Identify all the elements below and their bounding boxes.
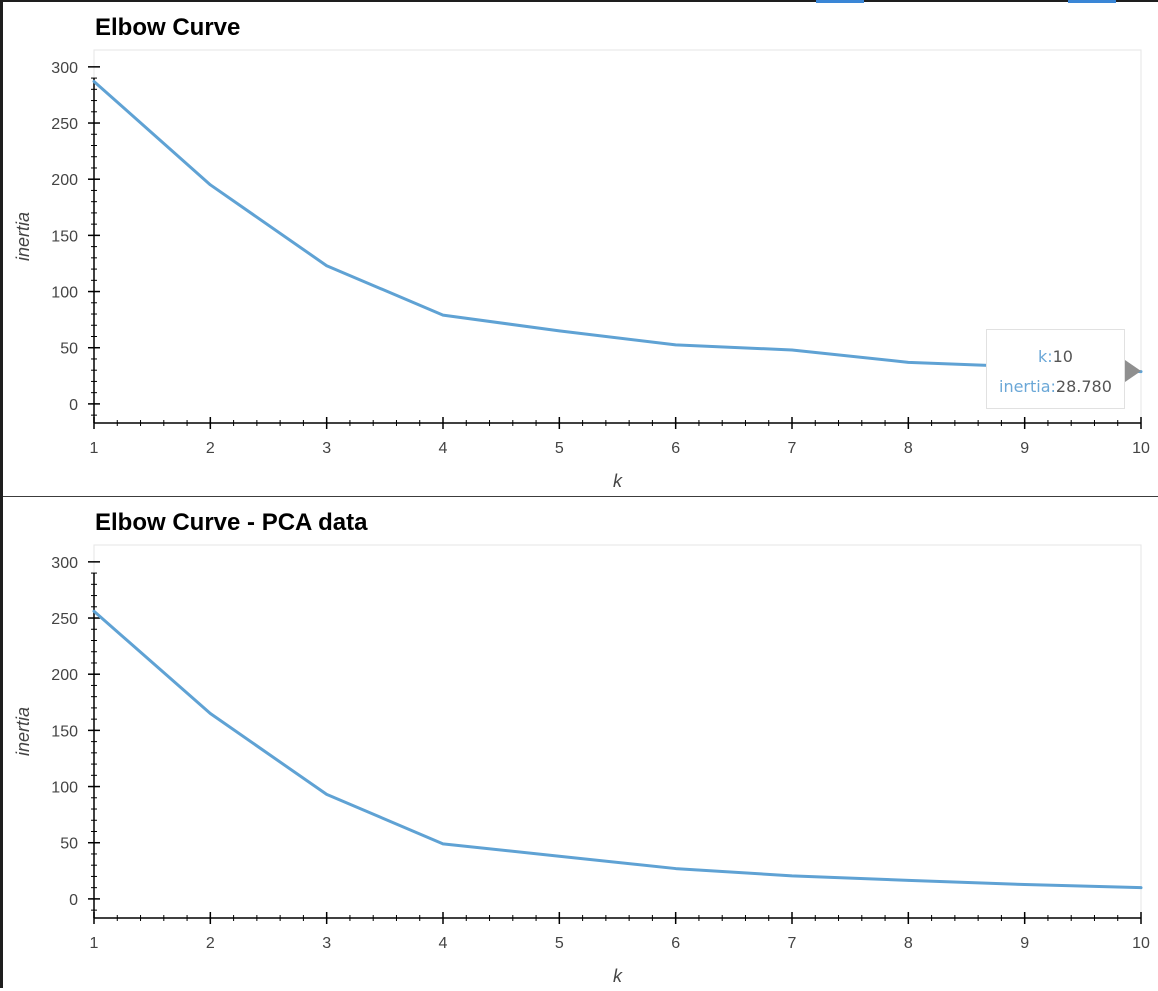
- y-tick-label: 100: [51, 285, 78, 302]
- series-line: [92, 79, 1143, 374]
- x-tick-label: 2: [206, 935, 215, 952]
- x-tick-label: 6: [671, 440, 680, 457]
- data-point: [558, 855, 561, 858]
- data-point: [674, 343, 677, 347]
- x-tick-label: 3: [322, 440, 331, 457]
- data-point: [558, 329, 561, 333]
- x-tick-label: 8: [904, 440, 913, 457]
- x-tick-label: 4: [439, 440, 448, 457]
- x-tick-label: 3: [322, 935, 331, 952]
- elbow-curve-pca-chart[interactable]: 0 50 100 150 200 250 300 1 2 3 4 5 6 7 8 9 10 k inertia: [3, 497, 1158, 991]
- tooltip-k-value: 10: [1052, 347, 1073, 366]
- x-tick-label: 10: [1132, 440, 1150, 457]
- y-tick-label: 200: [51, 172, 78, 189]
- y-axis-label: inertia: [13, 212, 33, 261]
- elbow-curve-pca-panel: Elbow Curve - PCA data 0 50 100 150 200 250 30…: [3, 497, 1158, 991]
- data-point: [441, 313, 445, 317]
- x-tick-label: 6: [671, 935, 680, 952]
- y-tick-label: 300: [51, 60, 78, 77]
- tooltip-inertia-label: inertia:: [999, 377, 1056, 396]
- y-tick-label: 100: [51, 780, 78, 797]
- panel-divider: [3, 496, 1158, 497]
- window-left-border: [0, 0, 3, 988]
- elbow-curve-chart[interactable]: 0 50 100 150 200 250 300 1 2 3 4 5 6 7 8 9 10 k inertia: [3, 2, 1158, 496]
- tooltip-inertia-row: inertia:28.780: [999, 372, 1112, 402]
- y-tick-label: 50: [60, 341, 78, 358]
- x-tick-label: 9: [1020, 440, 1029, 457]
- x-tick-label: 1: [90, 935, 99, 952]
- plot-frame: [93, 49, 1142, 424]
- y-tick-label: 0: [69, 892, 78, 909]
- tooltip-pointer-icon: [1125, 360, 1141, 382]
- data-point: [325, 793, 328, 796]
- x-tick-label: 8: [904, 935, 913, 952]
- data-point: [907, 879, 910, 882]
- x-tick-label: 5: [555, 440, 564, 457]
- data-point: [1023, 883, 1026, 886]
- y-tick-label: 250: [51, 611, 78, 628]
- x-tick-label: 7: [788, 440, 797, 457]
- window-top-border: [0, 0, 1158, 2]
- data-point: [209, 712, 212, 715]
- x-tick-label: 5: [555, 935, 564, 952]
- data-point: [92, 80, 96, 83]
- data-point: [790, 874, 794, 878]
- data-point: [790, 348, 794, 352]
- elbow-curve-panel: Elbow Curve 0 50 100 150 200 250 300 1 2 3 4 5 6 7 8 9 1…: [3, 2, 1158, 496]
- data-point: [209, 183, 212, 187]
- x-tick-label: 7: [788, 935, 797, 952]
- data-point: [325, 264, 328, 267]
- chart-title: Elbow Curve - PCA data: [95, 509, 368, 536]
- data-point: [441, 842, 445, 846]
- tooltip-k-label: k:: [1037, 347, 1053, 366]
- chart-title: Elbow Curve: [95, 14, 241, 41]
- x-axis-label: k: [613, 966, 623, 986]
- y-tick-label: 50: [60, 836, 78, 853]
- data-point: [1139, 886, 1143, 889]
- y-axis-label: inertia: [13, 707, 33, 756]
- toolbar-chip-right: [1068, 0, 1116, 3]
- x-tick-label: 1: [90, 440, 99, 457]
- data-point: [674, 867, 677, 870]
- x-axis-label: k: [613, 471, 623, 491]
- y-tick-label: 0: [69, 397, 78, 414]
- toolbar-chip-left: [816, 0, 864, 3]
- series-line: [92, 609, 1143, 890]
- tooltip-k-row: k:10: [999, 342, 1112, 372]
- data-point: [92, 610, 96, 613]
- x-tick-label: 2: [206, 440, 215, 457]
- y-tick-label: 150: [51, 228, 78, 245]
- y-tick-label: 250: [51, 116, 78, 133]
- x-tick-label: 10: [1132, 935, 1150, 952]
- y-tick-label: 150: [51, 723, 78, 740]
- hover-tooltip: k:10 inertia:28.780: [986, 329, 1125, 409]
- data-point: [907, 361, 910, 364]
- x-tick-label: 9: [1020, 935, 1029, 952]
- y-tick-label: 200: [51, 667, 78, 684]
- x-tick-label: 4: [439, 935, 448, 952]
- y-tick-label: 300: [51, 555, 78, 572]
- tooltip-inertia-value: 28.780: [1055, 377, 1112, 396]
